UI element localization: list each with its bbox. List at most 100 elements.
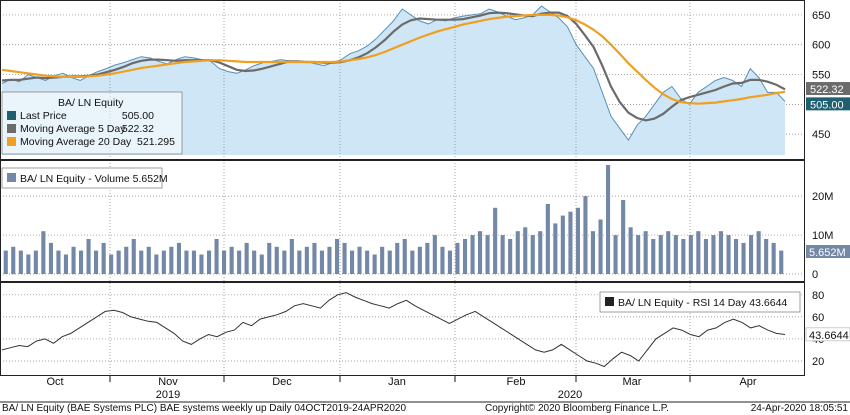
volume-bar: [771, 242, 776, 274]
volume-bar: [628, 227, 633, 274]
volume-bar: [703, 239, 708, 274]
volume-bar: [357, 246, 362, 275]
volume-bar: [500, 235, 505, 274]
volume-bar: [139, 250, 144, 274]
rsi-tag-label: 43.6644: [809, 330, 849, 342]
volume-bar: [214, 239, 219, 274]
volume-bar: [304, 246, 309, 275]
volume-bar: [651, 239, 656, 274]
volume-bar: [741, 242, 746, 274]
volume-bar: [696, 231, 701, 274]
volume-bar: [764, 239, 769, 274]
volume-bar: [613, 235, 618, 274]
volume-panel: 0 10M 20M 5.652M: [0, 165, 850, 281]
volume-tag-box: [806, 244, 850, 258]
price-tag-label: 522.32: [810, 84, 844, 96]
volume-bar: [440, 246, 445, 275]
legend-swatch-volume: [7, 173, 16, 182]
rsi-panel: 2040608043.6644: [0, 290, 850, 368]
volume-bar: [447, 250, 452, 274]
volume-bar: [621, 200, 626, 274]
ma5-line: [1, 11, 786, 122]
volume-bar: [749, 235, 754, 274]
volume-tick-label: 0: [812, 269, 818, 281]
volume-bar: [237, 250, 242, 274]
volume-bar: [26, 254, 31, 274]
volume-bar: [124, 246, 129, 275]
volume-bar: [146, 246, 151, 275]
legend-swatch-ma5: [7, 124, 16, 133]
volume-bar: [515, 231, 520, 274]
rsi-line: [1, 292, 786, 368]
volume-bar: [131, 239, 136, 274]
volume-bar: [207, 250, 212, 274]
volume-bar: [493, 207, 498, 274]
volume-bar: [274, 246, 279, 275]
panel-frame: [0, 282, 805, 376]
volume-bar: [312, 242, 317, 274]
volume-bar: [673, 235, 678, 274]
volume-bar: [94, 250, 99, 274]
volume-bar: [756, 231, 761, 274]
legend-label-last-price: Last Price: [20, 110, 67, 122]
volume-legend: BA/ LN Equity - Volume 5.652M: [1, 167, 168, 189]
legend-label-ma5: Moving Average 5 Day: [20, 123, 126, 135]
volume-bar: [598, 219, 603, 274]
volume-bar: [33, 250, 38, 274]
volume-bar: [387, 250, 392, 274]
volume-bar: [643, 231, 648, 274]
volume-bar: [575, 207, 580, 274]
legend-label-rsi: BA/ LN Equity - RSI 14 Day 43.6644: [618, 297, 787, 309]
legend-label-ma20: Moving Average 20 Day: [20, 136, 132, 148]
volume-bar: [48, 242, 53, 274]
volume-bar: [410, 250, 415, 274]
volume-bar: [109, 254, 114, 274]
month-label: Nov: [158, 376, 178, 388]
volume-bar: [86, 239, 91, 274]
volume-bar: [658, 235, 663, 274]
last-price-area: [2, 6, 785, 155]
volume-bar: [711, 235, 716, 274]
volume-bar: [56, 250, 61, 274]
month-label: Oct: [46, 376, 63, 388]
volume-bar: [11, 246, 16, 275]
volume-bar: [417, 246, 422, 275]
price-tick-label: 450: [812, 129, 830, 141]
price-legend-title: BA/ LN Equity: [58, 97, 124, 109]
volume-bar: [478, 231, 483, 274]
price-tick-label: 600: [812, 40, 830, 52]
volume-bar: [734, 239, 739, 274]
volume-bar: [71, 246, 76, 275]
price-tick-label: 650: [812, 10, 830, 22]
volume-bar: [169, 246, 174, 275]
month-label: Apr: [739, 376, 756, 388]
ma20-line: [1, 13, 786, 105]
volume-bar: [63, 254, 68, 274]
volume-bar: [101, 242, 106, 274]
legend-value-ma5: 522.32: [122, 123, 154, 135]
month-label: Dec: [272, 376, 292, 388]
panel-frames: [0, 0, 850, 403]
volume-bar: [380, 246, 385, 275]
x-axis: Oct Nov Dec Jan Feb Mar Apr 2019 2020: [46, 0, 757, 401]
volume-bar: [184, 250, 189, 274]
price-tag-box: [806, 97, 850, 111]
volume-bar: [538, 231, 543, 274]
volume-bar: [191, 250, 196, 274]
volume-bar: [267, 242, 272, 274]
footer-left: BA/ LN Equity (BAE Systems PLC) BAE syst…: [2, 403, 406, 414]
volume-bar: [485, 235, 490, 274]
volume-bar: [590, 231, 595, 274]
volume-bar: [365, 250, 370, 274]
price-legend: BA/ LN Equity Last Price 505.00 Moving A…: [1, 91, 183, 155]
volume-tag-label: 5.652M: [809, 247, 846, 259]
volume-bar: [455, 242, 460, 274]
footer: BA/ LN Equity (BAE Systems PLC) BAE syst…: [2, 403, 848, 414]
volume-bar: [432, 235, 437, 274]
volume-bar: [718, 231, 723, 274]
month-label: Mar: [623, 376, 642, 388]
volume-bar: [3, 250, 8, 274]
volume-bar: [297, 250, 302, 274]
volume-bar: [18, 250, 23, 274]
volume-bar: [154, 254, 159, 274]
